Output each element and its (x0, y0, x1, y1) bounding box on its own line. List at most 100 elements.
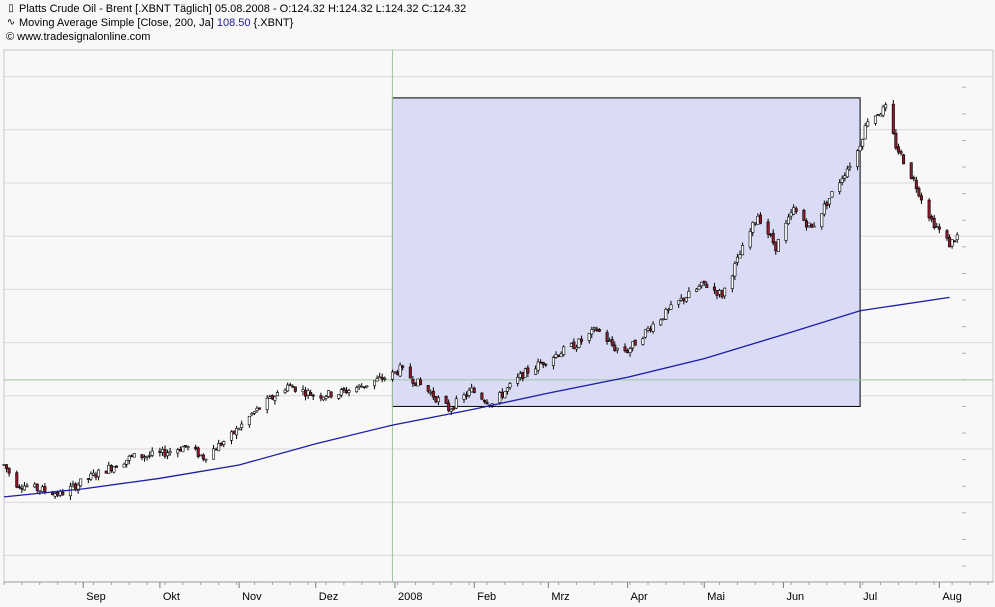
candle-body (756, 215, 760, 225)
candle (505, 387, 509, 395)
candle-body (812, 225, 816, 228)
candle-body (25, 485, 29, 488)
candle-body (641, 338, 645, 345)
candle (355, 385, 359, 393)
candle-body (646, 327, 650, 331)
candle (562, 345, 566, 357)
candle-body (33, 483, 37, 488)
candle-body (390, 371, 394, 380)
candle (229, 430, 233, 445)
candle (357, 384, 361, 390)
candle (237, 427, 241, 431)
candle (288, 382, 292, 386)
candle-body (472, 387, 476, 393)
candle-body (666, 308, 670, 311)
x-axis-tick-label: Mai (707, 591, 725, 603)
candle (112, 465, 116, 474)
candle (574, 344, 578, 352)
candle-body (712, 286, 716, 291)
candle (751, 221, 755, 237)
candle (35, 483, 39, 494)
candle-body (268, 396, 272, 399)
candle-body (398, 364, 402, 377)
candle (766, 218, 770, 239)
copyright-line: © www.tradesignalonline.com (6, 30, 466, 44)
candle-body (516, 376, 520, 384)
x-axis: Sep Okt Nov Dez 2008 Feb Mrz Apr Mai Jun Jul Aug (3, 581, 993, 603)
candle-body (848, 166, 852, 169)
candle-body (822, 203, 826, 215)
candle-body (784, 222, 788, 241)
candle (687, 287, 691, 299)
candle-body (426, 385, 430, 392)
candle-body (730, 275, 734, 289)
candle (337, 394, 341, 401)
candle (551, 355, 555, 370)
candle-body (74, 483, 78, 490)
candle (68, 482, 72, 500)
candle (258, 407, 262, 410)
candle-body (861, 138, 865, 147)
candle (416, 378, 420, 387)
candle (712, 282, 716, 294)
candle-body (186, 446, 190, 448)
candle-body (86, 478, 90, 480)
candle-body (948, 237, 952, 248)
candle-body (718, 290, 722, 295)
candle (22, 481, 26, 491)
candle (873, 115, 877, 126)
candle-body (723, 287, 727, 297)
candle (664, 307, 668, 321)
candle (605, 329, 609, 345)
candle (544, 363, 548, 368)
candle-body (235, 428, 239, 436)
candle-body (679, 297, 683, 301)
candle (827, 197, 831, 208)
highlight-rectangle[interactable] (391, 97, 861, 407)
candle-body (751, 222, 755, 233)
candle (275, 390, 279, 397)
candle (705, 281, 709, 289)
candle (342, 386, 346, 394)
candle-body (544, 363, 548, 366)
candle (145, 455, 149, 461)
candle-body (774, 241, 778, 252)
candle-body (419, 379, 423, 385)
candle (820, 213, 824, 230)
candle (659, 318, 663, 326)
candle (784, 220, 788, 244)
candle (79, 478, 83, 488)
candle-body (687, 290, 691, 299)
candle (523, 367, 527, 378)
candle (431, 387, 435, 400)
candle-body (827, 197, 831, 205)
candle (329, 391, 333, 399)
candle (467, 387, 471, 398)
candle (247, 415, 251, 428)
candle-body (452, 407, 456, 410)
candle-body (845, 168, 849, 178)
candle-body (935, 226, 939, 228)
candle-body (181, 446, 185, 453)
candle (822, 200, 826, 217)
candle-body (219, 443, 223, 446)
candle-body (541, 362, 545, 365)
candle-body (71, 483, 75, 486)
candle-body (145, 455, 149, 458)
candle-body (810, 223, 814, 228)
candle (199, 454, 203, 457)
candle (771, 229, 775, 246)
candle-body (306, 390, 310, 396)
candle-body (866, 121, 870, 127)
candle-body (56, 492, 60, 496)
candle-body (204, 458, 208, 461)
symbol-legend-line: ▯ Platts Crude Oil - Brent [.XBNT Täglic… (6, 2, 466, 16)
candle-body (112, 466, 116, 473)
candle (324, 394, 328, 401)
moving-average-line (3, 296, 950, 498)
candle-body (498, 392, 502, 403)
candle-body (659, 319, 663, 326)
candle-body (554, 354, 558, 358)
candle (270, 394, 274, 401)
